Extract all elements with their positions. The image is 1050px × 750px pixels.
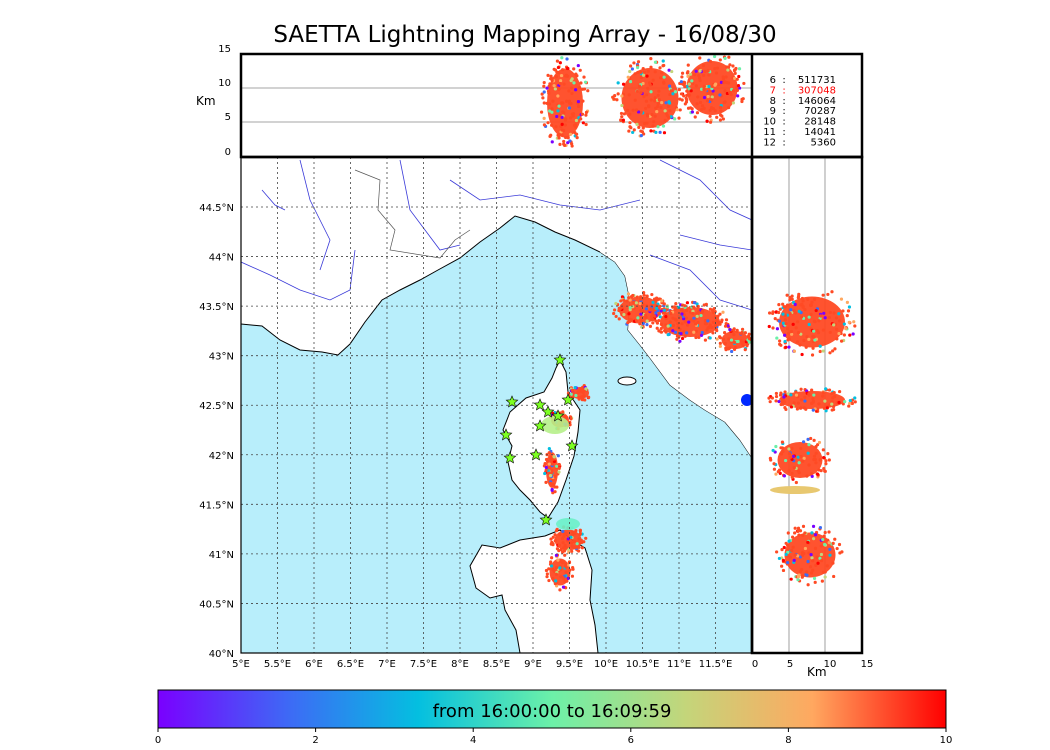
station-separator: : [782, 96, 785, 107]
storm-clusters-side [767, 290, 857, 587]
colorbar-tick-label: 8 [785, 735, 791, 746]
lon-tick-label: 8°E [451, 659, 469, 670]
lon-tick-label: 9.5°E [556, 659, 583, 670]
colorbar-tick-label: 0 [155, 735, 161, 746]
colorbar-tick-label: 2 [312, 735, 318, 746]
colorbar-tick-label: 4 [470, 735, 476, 746]
colorbar-tick-label: 6 [628, 735, 634, 746]
map-panel [241, 157, 752, 653]
station-separator: : [782, 106, 785, 117]
lon-tick-label: 7.5°E [410, 659, 437, 670]
station-separator: : [782, 137, 785, 148]
station-separator: : [782, 117, 785, 128]
lon-tick-label: 8.5°E [483, 659, 510, 670]
side-frame [750, 155, 864, 655]
altitude-panel [241, 54, 752, 157]
station-count: 14041 [804, 127, 836, 138]
station-id: 10 [763, 117, 776, 128]
plot-title: SAETTA Lightning Mapping Array - 16/08/3… [273, 22, 777, 48]
station-separator: : [782, 75, 785, 86]
station-star-marker [503, 451, 517, 464]
lon-tick-label: 6.5°E [337, 659, 364, 670]
altitude-ytick-label: 0 [225, 147, 231, 158]
colorbar-tick-label: 10 [940, 735, 953, 746]
longitude-tick-labels: 5°E 5.5°E 6°E 6.5°E 7°E 7.5°E 8°E 8.5°E 9°E 9.5°E… [232, 659, 732, 670]
station-separator: : [782, 85, 785, 96]
station-star-marker [561, 393, 575, 406]
radar-marker [741, 394, 752, 406]
altitude-ytick-label: 5 [225, 112, 231, 123]
lat-tick-label: 43°N [209, 352, 234, 363]
side-xlabel: Km [807, 665, 827, 679]
station-id: 7 [770, 85, 776, 96]
station-star-marker [539, 513, 553, 526]
side-xtick-label: 5 [787, 659, 793, 670]
altitude-ytick-labels: 15 10 5 0 [218, 44, 231, 158]
colorbar-tick-labels: 0 2 4 6 8 10 [155, 728, 953, 746]
lat-tick-label: 40.5°N [199, 599, 234, 610]
side-xtick-labels: 0 5 10 15 [752, 659, 874, 670]
map-graticule [241, 157, 752, 653]
lat-tick-label: 41.5°N [199, 500, 234, 511]
station-markers [499, 353, 579, 526]
station-id: 12 [763, 137, 776, 148]
lon-tick-label: 5.5°E [264, 659, 291, 670]
lon-tick-label: 9°E [524, 659, 542, 670]
station-count: 28148 [804, 117, 836, 128]
station-star-marker [505, 395, 519, 408]
side-xtick-label: 0 [752, 659, 758, 670]
lat-tick-label: 40°N [209, 649, 234, 660]
station-count: 5360 [811, 137, 836, 148]
lat-tick-label: 42.5°N [199, 401, 234, 412]
lat-tick-label: 43.5°N [199, 302, 234, 313]
lon-tick-label: 6°E [305, 659, 323, 670]
station-star-marker [499, 428, 513, 441]
station-star-marker [533, 398, 547, 411]
lat-tick-label: 41°N [209, 550, 234, 561]
storm-clusters-map [541, 291, 752, 592]
station-count: 307048 [798, 85, 836, 96]
lon-tick-label: 5°E [232, 659, 250, 670]
side-altitude-panel [767, 157, 857, 653]
lon-tick-label: 10°E [594, 659, 618, 670]
side-xtick-label: 10 [824, 659, 837, 670]
colorbar-label: from 16:00:00 to 16:09:59 [432, 701, 672, 722]
station-star-marker [529, 448, 543, 461]
borders [354, 169, 471, 259]
station-star-marker [541, 405, 555, 418]
station-star-marker [551, 409, 565, 422]
lon-tick-label: 11.5°E [699, 659, 733, 670]
altitude-ytick-label: 15 [218, 44, 231, 55]
lat-tick-label: 44°N [209, 253, 234, 264]
lon-tick-label: 11°E [667, 659, 691, 670]
lon-tick-label: 7°E [378, 659, 396, 670]
station-count-legend: 6:5117317:3070488:1460649:7028710:281481… [763, 75, 836, 148]
station-separator: : [782, 127, 785, 138]
lat-tick-label: 42°N [209, 451, 234, 462]
colorbar [157, 689, 947, 729]
station-id: 8 [770, 96, 776, 107]
latitude-tick-labels: 44.5°N 44°N 43.5°N 43°N 42.5°N 42°N 41.5°N 41°N… [199, 203, 234, 660]
station-star-marker [565, 439, 579, 452]
station-count: 146064 [798, 96, 836, 107]
lon-tick-label: 10.5°E [626, 659, 660, 670]
station-id: 11 [763, 127, 776, 138]
station-count: 70287 [804, 106, 836, 117]
station-id: 6 [770, 75, 776, 86]
lat-tick-label: 44.5°N [199, 203, 234, 214]
station-star-marker [533, 419, 547, 432]
storm-clusters-altitude [539, 54, 746, 148]
altitude-ytick-label: 10 [218, 78, 231, 89]
station-star-marker [553, 353, 567, 366]
altitude-ylabel: Km [196, 94, 216, 108]
side-xtick-label: 15 [861, 659, 874, 670]
station-count: 511731 [798, 75, 836, 86]
station-id: 9 [770, 106, 776, 117]
